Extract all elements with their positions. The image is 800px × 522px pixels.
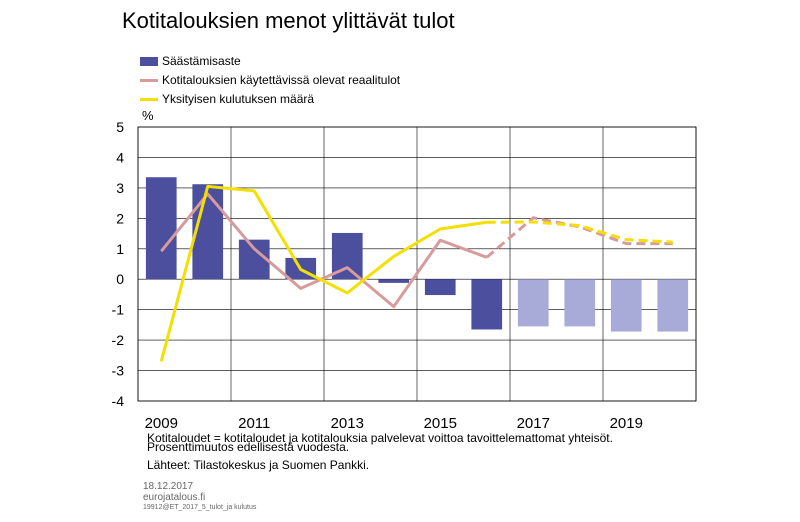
legend: Säästämisaste Kotitalouksien käytettävis…	[140, 52, 400, 109]
footer-code: 19912@ET_2017_5_tulot_ja kulutus	[143, 504, 257, 511]
line-consumption	[159, 184, 487, 362]
x-tick-label: 2015	[424, 415, 457, 432]
legend-swatch-real-income	[140, 79, 158, 82]
bar-saving-rate	[610, 279, 642, 332]
footer: 18.12.2017 eurojatalous.fi 19912@ET_2017…	[143, 481, 256, 512]
x-tick-label: 2019	[610, 415, 643, 432]
bar-saving-rate	[378, 279, 410, 283]
y-tick-label: -2	[112, 332, 125, 348]
note-percent-change: Prosenttimuutos edellisestä vuodesta.	[147, 440, 350, 454]
line-real-income	[160, 192, 488, 309]
chart-title: Kotitalouksien menot ylittävät tulot	[122, 8, 455, 33]
y-tick-label: -3	[112, 363, 125, 379]
bar-saving-rate	[517, 279, 549, 327]
bar-saving-rate	[424, 279, 456, 296]
legend-swatch-consumption	[140, 98, 158, 101]
note-households: Kotitaloudet = kotitaloudet ja kotitalou…	[147, 431, 613, 445]
legend-swatch-saving-rate	[140, 57, 158, 66]
footer-site: eurojatalous.fi	[143, 492, 206, 503]
note-sources: Lähteet: Tilastokeskus ja Suomen Pankki.	[147, 458, 370, 472]
legend-label-saving-rate: Säästämisaste	[162, 54, 241, 68]
bar-saving-rate	[145, 177, 177, 280]
y-tick-label: 2	[116, 210, 124, 226]
bar-saving-rate	[192, 184, 224, 280]
y-tick-label: -4	[112, 393, 125, 409]
y-tick-label: 1	[116, 241, 124, 257]
x-tick-label: 2017	[517, 415, 550, 432]
plot-frame	[137, 126, 697, 402]
footer-date: 18.12.2017	[143, 481, 194, 492]
y-tick-label: 3	[116, 180, 124, 196]
y-tick-label: 0	[116, 271, 124, 287]
x-tick-label: 2011	[238, 415, 270, 432]
bar-saving-rate	[564, 279, 596, 327]
y-tick-label: -1	[112, 302, 125, 318]
y-axis-unit: %	[142, 108, 154, 123]
notes: Kotitaloudet = kotitaloudet ja kotitalou…	[147, 431, 613, 472]
legend-item-saving-rate: Säästämisaste	[140, 52, 400, 71]
legend-item-consumption: Yksityisen kulutuksen määrä	[140, 90, 400, 109]
x-tick-label: 2013	[331, 415, 364, 432]
legend-label-real-income: Kotitalouksien käytettävissä olevat reaa…	[162, 73, 401, 87]
bar-saving-rate	[657, 279, 689, 332]
line-consumption-forecast	[486, 220, 673, 244]
legend-label-consumption: Yksityisen kulutuksen määrä	[162, 92, 315, 106]
y-tick-label: 5	[116, 119, 124, 135]
y-tick-label: 4	[116, 149, 124, 165]
line-real-income-forecast	[485, 216, 673, 259]
legend-item-real-income: Kotitalouksien käytettävissä olevat reaa…	[140, 71, 400, 90]
x-tick-label: 2009	[145, 415, 178, 432]
bar-saving-rate	[471, 279, 503, 330]
